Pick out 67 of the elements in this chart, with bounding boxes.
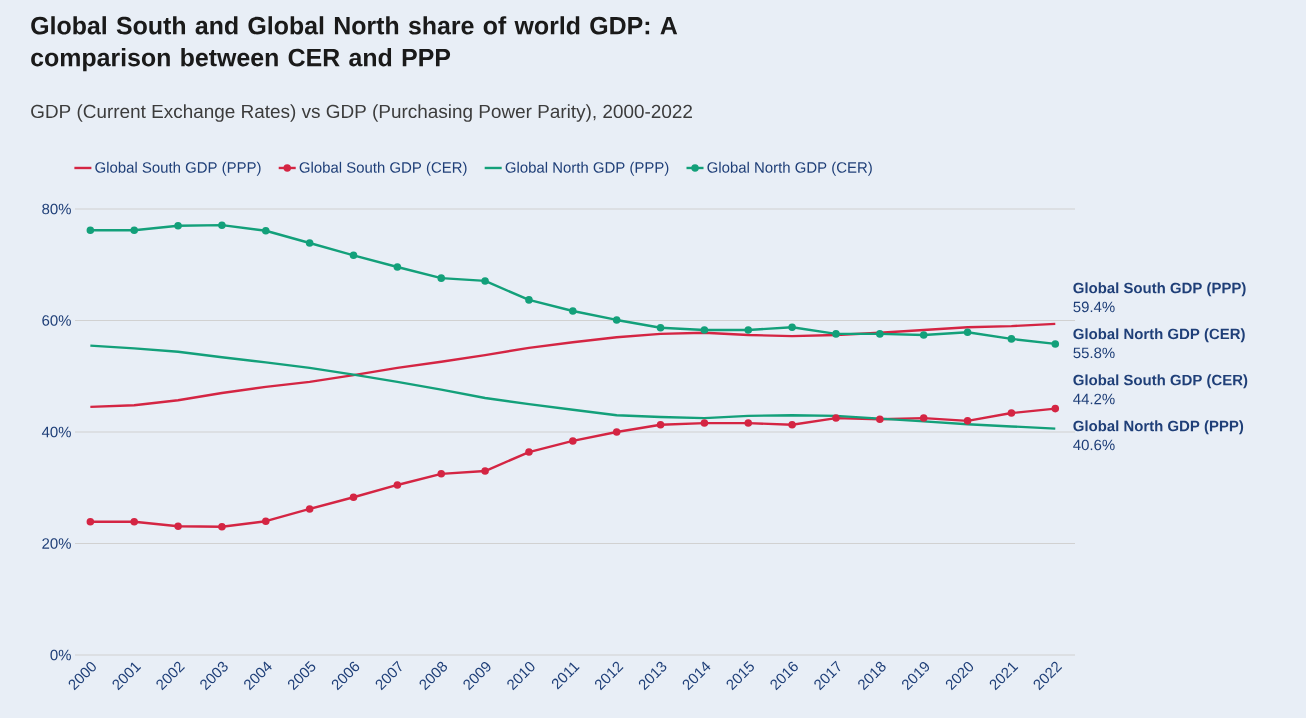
point <box>130 517 138 526</box>
legend-label: Global North GDP (CER) <box>707 161 872 176</box>
point <box>569 437 577 445</box>
point <box>393 263 402 271</box>
data-label: 40.6% <box>1073 439 1115 451</box>
data-label: 55.8% <box>1073 347 1115 359</box>
point <box>174 522 182 531</box>
point <box>876 415 884 423</box>
point <box>437 274 446 282</box>
point <box>218 221 226 229</box>
point <box>963 328 972 336</box>
point <box>262 226 270 235</box>
point <box>1051 340 1060 348</box>
data-label: 59.4% <box>1073 301 1115 313</box>
point <box>86 226 95 234</box>
point <box>1051 404 1060 413</box>
point <box>876 330 884 338</box>
point <box>393 481 402 489</box>
chart-subtitle: GDP (Current Exchange Rates) vs GDP (Purchasing Power Parity), 2000-2022 <box>31 104 692 122</box>
y-tick-label: 60% <box>42 315 71 326</box>
point <box>130 226 138 234</box>
y-tick-label: 20% <box>42 538 71 549</box>
text: Global South GDP (PPP) <box>1073 282 1246 297</box>
y-tick-label: 40% <box>41 426 71 438</box>
point <box>1007 409 1016 417</box>
point <box>218 522 226 531</box>
point <box>262 517 270 525</box>
data-label: 44.2% <box>1073 393 1115 405</box>
point <box>919 331 928 339</box>
point <box>744 419 753 427</box>
point <box>788 420 796 429</box>
point <box>656 420 665 429</box>
point <box>437 470 446 478</box>
point <box>349 493 358 502</box>
point <box>305 239 314 247</box>
point <box>788 323 796 331</box>
point <box>481 277 489 285</box>
text: Global North GDP (PPP) <box>1073 420 1244 435</box>
point <box>700 326 709 334</box>
y-tick-label: 80% <box>42 203 71 215</box>
point <box>481 467 489 475</box>
line-series <box>89 344 1057 430</box>
point <box>569 307 577 315</box>
point <box>1007 335 1016 343</box>
text: Global South GDP (CER) <box>1073 374 1248 389</box>
chart-title: Global South and Global North share of world GDP: A comparison between CER and PPP <box>31 16 678 72</box>
legend-label: Global South GDP (CER) <box>299 161 467 176</box>
point <box>963 417 972 425</box>
line-series <box>89 322 1057 409</box>
point <box>612 316 621 324</box>
point <box>919 414 928 422</box>
point <box>700 419 709 427</box>
point <box>305 505 314 513</box>
point <box>744 326 753 334</box>
point <box>349 251 358 260</box>
point <box>174 221 182 230</box>
legend-label: Global North GDP (PPP) <box>505 161 669 176</box>
point <box>525 296 533 304</box>
legend-label: Global South GDP (PPP) <box>95 161 261 176</box>
point <box>86 517 95 526</box>
y-tick-label: 0% <box>50 649 71 661</box>
point <box>612 428 621 436</box>
point <box>832 330 840 338</box>
text: Global North GDP (CER) <box>1073 328 1245 343</box>
point <box>656 323 665 332</box>
point <box>832 414 840 422</box>
point <box>525 448 533 456</box>
